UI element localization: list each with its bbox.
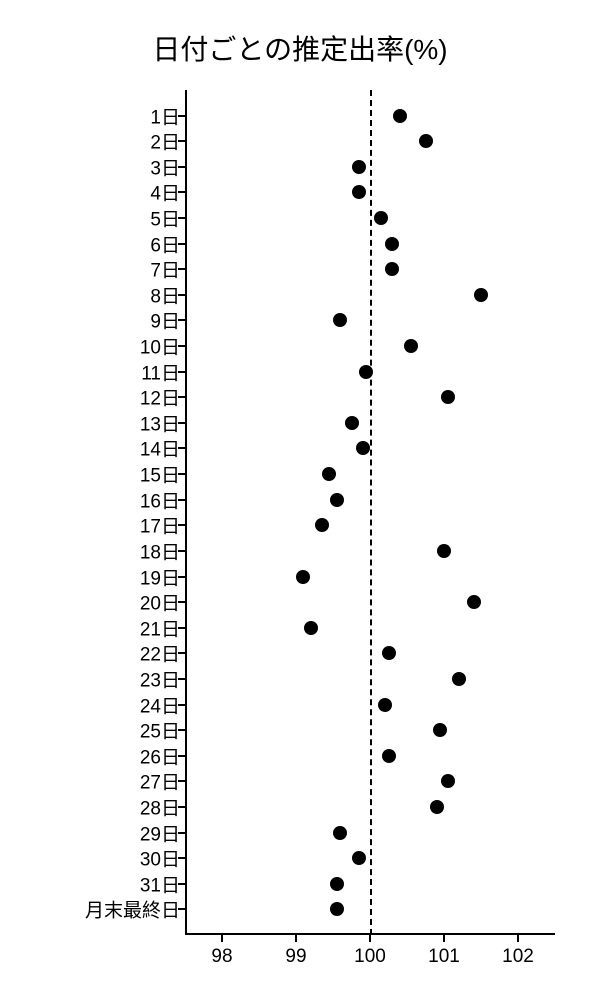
y-label: 14日 [140,435,180,462]
data-point [433,723,447,737]
y-label: 17日 [140,512,180,539]
y-label: 13日 [140,409,180,436]
chart-container: 日付ごとの推定出率(%) 9899100101102 [0,0,600,1000]
y-axis [185,90,187,935]
x-tick [221,935,223,942]
data-point [352,851,366,865]
y-label: 9日 [150,307,180,334]
data-point [330,902,344,916]
data-point [359,365,373,379]
data-point [330,493,344,507]
y-label: 5日 [150,205,180,232]
data-point [393,109,407,123]
y-label: 22日 [140,640,180,667]
y-label: 8日 [150,281,180,308]
y-label: 月末最終日 [85,896,180,923]
data-point [322,467,336,481]
y-label: 4日 [150,179,180,206]
y-label: 18日 [140,537,180,564]
y-label: 19日 [140,563,180,590]
data-point [452,672,466,686]
y-label: 15日 [140,461,180,488]
y-label: 1日 [150,102,180,129]
x-label: 99 [285,946,306,968]
data-point [467,595,481,609]
data-point [437,544,451,558]
data-point [315,518,329,532]
y-label: 27日 [140,768,180,795]
data-point [333,826,347,840]
y-label: 31日 [140,870,180,897]
y-label: 21日 [140,614,180,641]
y-label: 11日 [141,358,180,385]
y-label: 2日 [150,128,180,155]
data-point [474,288,488,302]
y-label: 26日 [140,742,180,769]
reference-line [370,90,372,935]
data-point [374,211,388,225]
data-point [296,570,310,584]
y-label: 16日 [140,486,180,513]
data-point [352,185,366,199]
x-label: 101 [428,946,460,968]
data-point [345,416,359,430]
y-label: 6日 [150,230,180,257]
x-label: 100 [354,946,386,968]
x-tick [295,935,297,942]
data-point [419,134,433,148]
x-tick [369,935,371,942]
y-label: 12日 [140,384,180,411]
y-label: 29日 [140,819,180,846]
data-point [378,698,392,712]
y-label: 20日 [140,589,180,616]
data-point [441,390,455,404]
x-label: 102 [502,946,534,968]
data-point [352,160,366,174]
y-label: 7日 [150,256,180,283]
data-point [441,774,455,788]
data-point [385,237,399,251]
y-label: 25日 [140,717,180,744]
data-point [382,646,396,660]
data-point [333,313,347,327]
x-label: 98 [211,946,232,968]
data-point [430,800,444,814]
y-label: 10日 [140,333,180,360]
data-point [382,749,396,763]
data-point [330,877,344,891]
y-label: 24日 [140,691,180,718]
x-tick [517,935,519,942]
data-point [356,441,370,455]
y-label: 3日 [150,153,180,180]
data-point [304,621,318,635]
data-point [404,339,418,353]
x-tick [443,935,445,942]
y-label: 23日 [140,665,180,692]
y-label: 30日 [140,845,180,872]
plot-area: 9899100101102 [185,90,555,935]
chart-title: 日付ごとの推定出率(%) [0,28,600,68]
data-point [385,262,399,276]
y-label: 28日 [140,793,180,820]
